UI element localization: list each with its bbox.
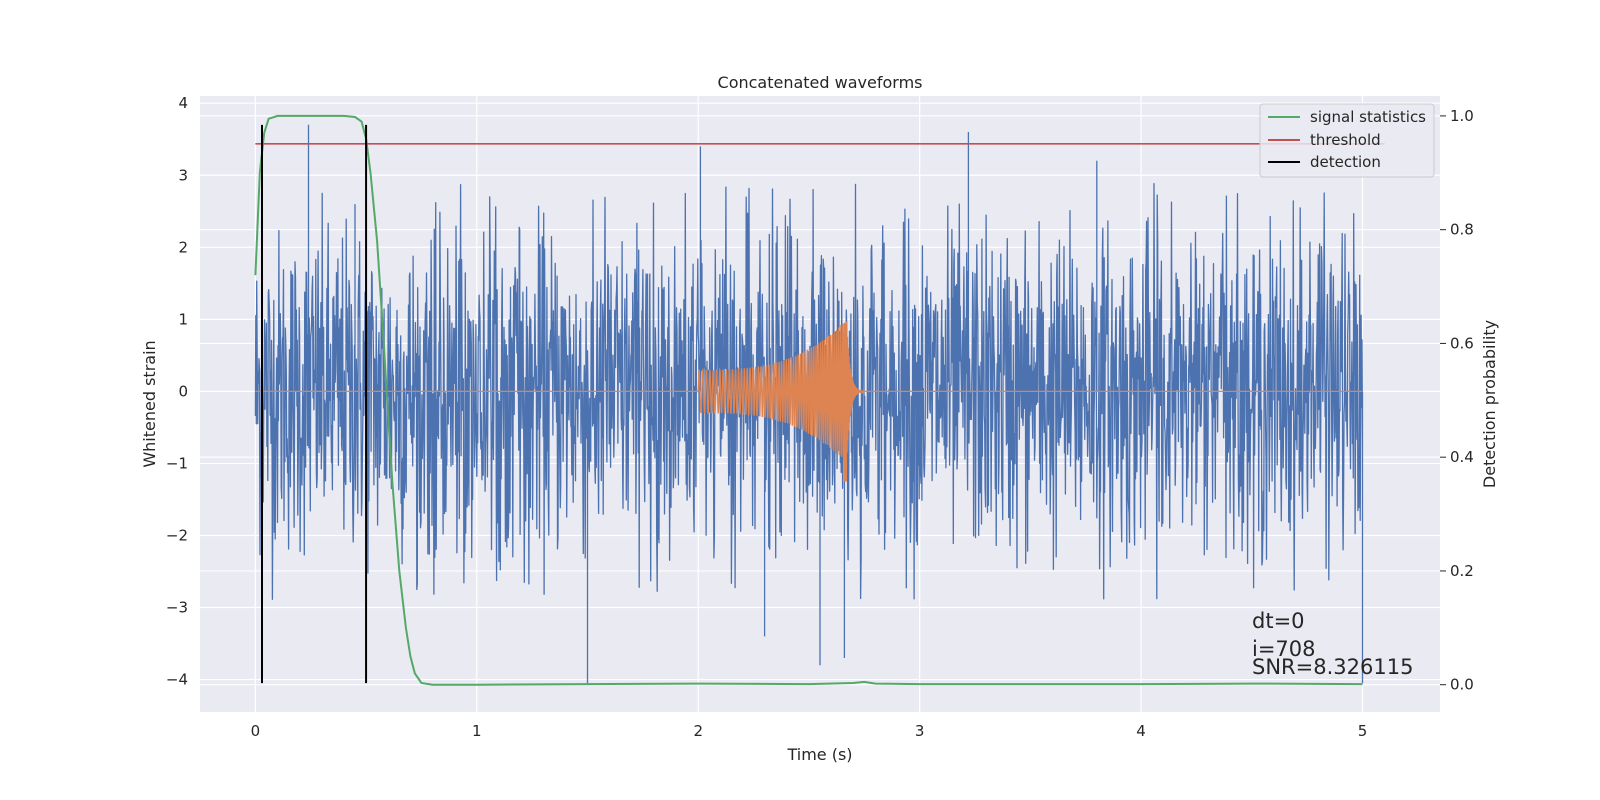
annotation-snr: SNR=8.326115 <box>1252 655 1413 679</box>
annotations: dt=0 i=708 SNR=8.326115 <box>1252 609 1413 679</box>
y-tick-label: 0 <box>178 382 188 400</box>
y-tick-label: −4 <box>166 671 188 689</box>
legend-label-signal-statistics: signal statistics <box>1310 108 1426 126</box>
data-layer <box>254 114 1385 686</box>
strain-series <box>254 124 1364 684</box>
y-tick-label: −3 <box>166 599 188 617</box>
y-tick-label: 3 <box>178 166 188 184</box>
chart-title: Concatenated waveforms <box>718 73 923 92</box>
y2-axis-label: Detection probability <box>1480 320 1499 488</box>
x-tick-label: 0 <box>251 722 261 740</box>
y2-tick-label: 0.6 <box>1450 334 1474 352</box>
signal-statistics-series <box>254 114 1363 686</box>
y2-tick-label: 1.0 <box>1450 107 1474 125</box>
template-series <box>255 320 1363 482</box>
x-axis-label: Time (s) <box>786 745 852 764</box>
y2-tick-label: 0.4 <box>1450 448 1474 466</box>
annotation-dt: dt=0 <box>1252 609 1305 633</box>
y-axis-label: Whitened strain <box>140 340 159 467</box>
y2-tick-label: 0.0 <box>1450 676 1474 694</box>
y-tick-label: 4 <box>178 94 188 112</box>
legend-label-detection: detection <box>1310 153 1381 171</box>
y-tick-label: −1 <box>166 454 188 472</box>
y-tick-label: 2 <box>178 238 188 256</box>
x-tick-label: 4 <box>1136 722 1146 740</box>
y2-tick-label: 0.8 <box>1450 221 1474 239</box>
y-tick-label: −2 <box>166 526 188 544</box>
legend-label-threshold: threshold <box>1310 131 1381 149</box>
annotation-index: i=708 <box>1252 637 1316 661</box>
x-tick-label: 5 <box>1358 722 1368 740</box>
y-tick-label: 1 <box>178 310 188 328</box>
x-tick-label: 2 <box>693 722 703 740</box>
legend-box <box>1259 103 1435 178</box>
x-tick-label: 3 <box>915 722 925 740</box>
y2-tick-label: 0.2 <box>1450 562 1474 580</box>
x-tick-label: 1 <box>472 722 482 740</box>
legend: signal statistics threshold detection <box>1259 103 1435 178</box>
ticks: 0 1 2 3 4 5 −4 −3 −2 −1 0 1 2 3 4 0.0 0.2 0.4 0.6 0.8 1.0 <box>166 94 1474 740</box>
